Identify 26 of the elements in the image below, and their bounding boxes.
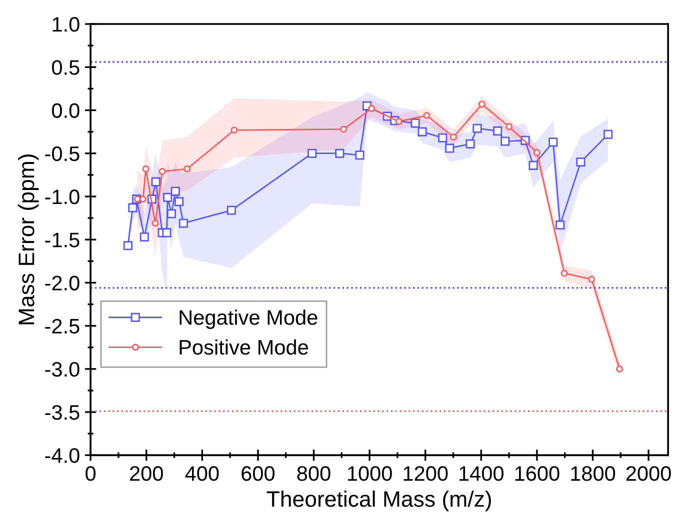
y-tick-label: -4.0 [45,448,80,463]
y-tick-label: -3.0 [45,362,80,377]
y-tick-label: -1.0 [45,189,80,204]
y-tick-label: 0.0 [52,103,80,118]
x-tick-label: 1800 [571,466,616,481]
y-tick-label: -0.5 [45,146,80,162]
y-tick-label: 1.0 [52,17,80,32]
legend-label: Positive Mode [180,339,308,355]
y-tick-label: -1.5 [45,232,80,248]
x-tick-label: 400 [185,466,219,481]
x-tick-label: 1000 [348,466,392,481]
x-axis-title: Theoretical Mass (m/z) [266,490,491,512]
x-tick-label: 0 [86,466,96,481]
y-tick-label: 0.5 [52,60,80,75]
x-tick-label: 1400 [460,466,504,481]
y-tick-label: -2.5 [45,318,80,334]
x-tick-label: 1600 [515,466,560,481]
y-axis-title: Mass Error (ppm) [18,154,39,324]
x-tick-label: 600 [242,466,275,481]
y-tick-label: -3.5 [45,405,80,420]
x-tick-label: 1200 [404,466,448,481]
x-tick-label: 2000 [626,466,671,481]
x-tick-label: 200 [130,466,163,481]
legend-label: Negative Mode [180,310,318,329]
x-tick-label: 800 [297,466,330,481]
y-tick-label: -2.0 [45,276,80,290]
